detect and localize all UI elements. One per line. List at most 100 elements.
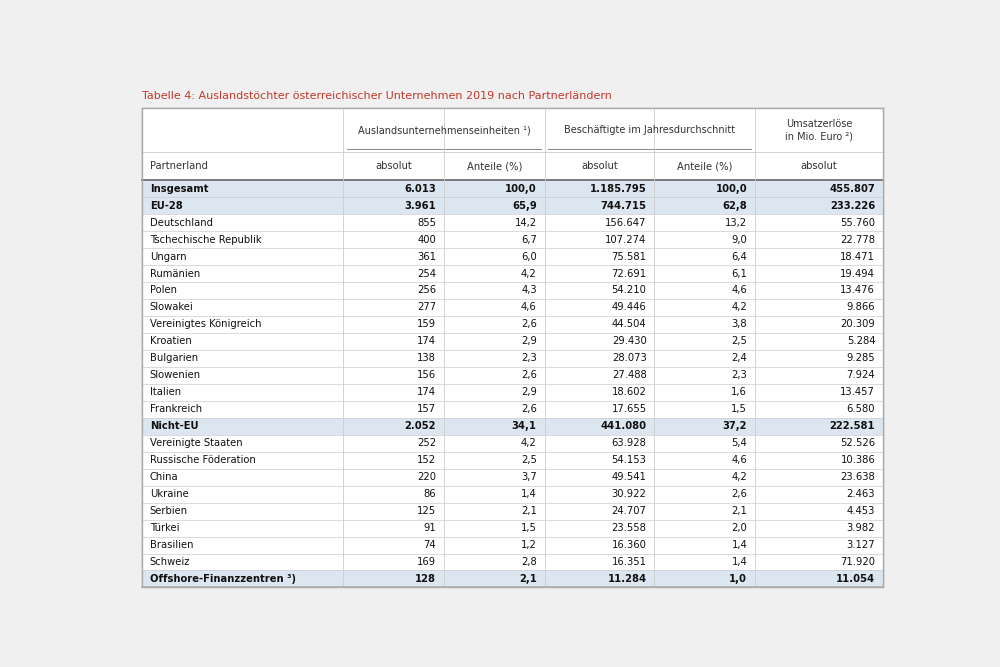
- Text: 6.580: 6.580: [847, 404, 875, 414]
- Text: Schweiz: Schweiz: [150, 557, 190, 567]
- Text: 233.226: 233.226: [830, 201, 875, 211]
- Text: Frankreich: Frankreich: [150, 404, 202, 414]
- Text: 2,5: 2,5: [731, 336, 747, 346]
- Text: Vereinigtes Königreich: Vereinigtes Königreich: [150, 319, 261, 329]
- Text: 62,8: 62,8: [722, 201, 747, 211]
- Text: 1,5: 1,5: [731, 404, 747, 414]
- Text: 4,2: 4,2: [521, 438, 537, 448]
- Bar: [142, 570, 883, 588]
- Text: 361: 361: [417, 251, 436, 261]
- Text: Kroatien: Kroatien: [150, 336, 192, 346]
- Text: 855: 855: [417, 217, 436, 227]
- Text: 6,4: 6,4: [731, 251, 747, 261]
- Text: 2,0: 2,0: [731, 523, 747, 533]
- Text: 2,1: 2,1: [731, 506, 747, 516]
- Text: 441.080: 441.080: [601, 422, 647, 432]
- Text: 3,8: 3,8: [732, 319, 747, 329]
- Text: 159: 159: [417, 319, 436, 329]
- Text: EU-28: EU-28: [150, 201, 183, 211]
- Text: 1,4: 1,4: [731, 557, 747, 567]
- Text: 2,9: 2,9: [521, 336, 537, 346]
- Bar: [142, 152, 883, 180]
- Text: 744.715: 744.715: [601, 201, 647, 211]
- Text: Anteile (%): Anteile (%): [467, 161, 522, 171]
- Text: 2,4: 2,4: [731, 354, 747, 364]
- Text: Polen: Polen: [150, 285, 177, 295]
- Text: 54.210: 54.210: [612, 285, 647, 295]
- Text: 1,4: 1,4: [521, 489, 537, 499]
- Text: 222.581: 222.581: [830, 422, 875, 432]
- Text: 156.647: 156.647: [605, 217, 647, 227]
- Text: 125: 125: [417, 506, 436, 516]
- Text: 18.471: 18.471: [840, 251, 875, 261]
- Text: 1,4: 1,4: [731, 540, 747, 550]
- Text: 29.430: 29.430: [612, 336, 647, 346]
- Bar: [142, 452, 883, 469]
- Text: 1,5: 1,5: [521, 523, 537, 533]
- Text: 9,0: 9,0: [731, 235, 747, 245]
- Text: Brasilien: Brasilien: [150, 540, 193, 550]
- Text: Slowakei: Slowakei: [150, 302, 194, 312]
- Text: 10.386: 10.386: [840, 455, 875, 465]
- Text: 277: 277: [417, 302, 436, 312]
- Text: 174: 174: [417, 388, 436, 398]
- Bar: [142, 384, 883, 401]
- Bar: [142, 350, 883, 367]
- Text: 86: 86: [424, 489, 436, 499]
- Text: 2,5: 2,5: [521, 455, 537, 465]
- Text: 3.982: 3.982: [847, 523, 875, 533]
- Bar: [142, 180, 883, 197]
- Text: Bulgarien: Bulgarien: [150, 354, 198, 364]
- Text: 22.778: 22.778: [840, 235, 875, 245]
- Text: 152: 152: [417, 455, 436, 465]
- Text: Umsatzerlöse
in Mio. Euro ²): Umsatzerlöse in Mio. Euro ²): [785, 119, 853, 141]
- Text: 256: 256: [417, 285, 436, 295]
- Text: 2,6: 2,6: [521, 370, 537, 380]
- Text: 28.073: 28.073: [612, 354, 647, 364]
- Text: 1,0: 1,0: [729, 574, 747, 584]
- Text: 2,3: 2,3: [521, 354, 537, 364]
- Text: China: China: [150, 472, 178, 482]
- Bar: [142, 536, 883, 554]
- Text: 3.961: 3.961: [404, 201, 436, 211]
- Text: 16.351: 16.351: [612, 557, 647, 567]
- Text: Rumänien: Rumänien: [150, 269, 200, 279]
- Text: 14,2: 14,2: [515, 217, 537, 227]
- Text: 4,6: 4,6: [731, 285, 747, 295]
- Text: 9.866: 9.866: [847, 302, 875, 312]
- Text: Insgesamt: Insgesamt: [150, 183, 208, 193]
- Text: Anteile (%): Anteile (%): [677, 161, 732, 171]
- Text: 2,8: 2,8: [521, 557, 537, 567]
- Text: 5,4: 5,4: [731, 438, 747, 448]
- Text: Slowenien: Slowenien: [150, 370, 201, 380]
- Text: 100,0: 100,0: [716, 183, 747, 193]
- Text: Ungarn: Ungarn: [150, 251, 186, 261]
- Text: Russische Föderation: Russische Föderation: [150, 455, 256, 465]
- Text: 16.360: 16.360: [612, 540, 647, 550]
- Text: Serbien: Serbien: [150, 506, 188, 516]
- Bar: [142, 231, 883, 248]
- Text: 220: 220: [417, 472, 436, 482]
- Bar: [142, 108, 883, 152]
- Text: 4,2: 4,2: [731, 472, 747, 482]
- Bar: [142, 248, 883, 265]
- Text: 23.638: 23.638: [840, 472, 875, 482]
- Text: Tschechische Republik: Tschechische Republik: [150, 235, 261, 245]
- Bar: [142, 418, 883, 435]
- Text: 34,1: 34,1: [512, 422, 537, 432]
- Text: absolut: absolut: [375, 161, 412, 171]
- Text: 13,2: 13,2: [725, 217, 747, 227]
- Text: 1.185.795: 1.185.795: [590, 183, 647, 193]
- Text: 252: 252: [417, 438, 436, 448]
- Text: 2.463: 2.463: [847, 489, 875, 499]
- Text: Ukraine: Ukraine: [150, 489, 189, 499]
- Bar: [142, 367, 883, 384]
- Text: 65,9: 65,9: [512, 201, 537, 211]
- Bar: [142, 469, 883, 486]
- Text: 2,9: 2,9: [521, 388, 537, 398]
- Text: 6.013: 6.013: [404, 183, 436, 193]
- Text: 13.457: 13.457: [840, 388, 875, 398]
- Text: 4,2: 4,2: [731, 302, 747, 312]
- Text: 4,2: 4,2: [521, 269, 537, 279]
- Text: 4.453: 4.453: [847, 506, 875, 516]
